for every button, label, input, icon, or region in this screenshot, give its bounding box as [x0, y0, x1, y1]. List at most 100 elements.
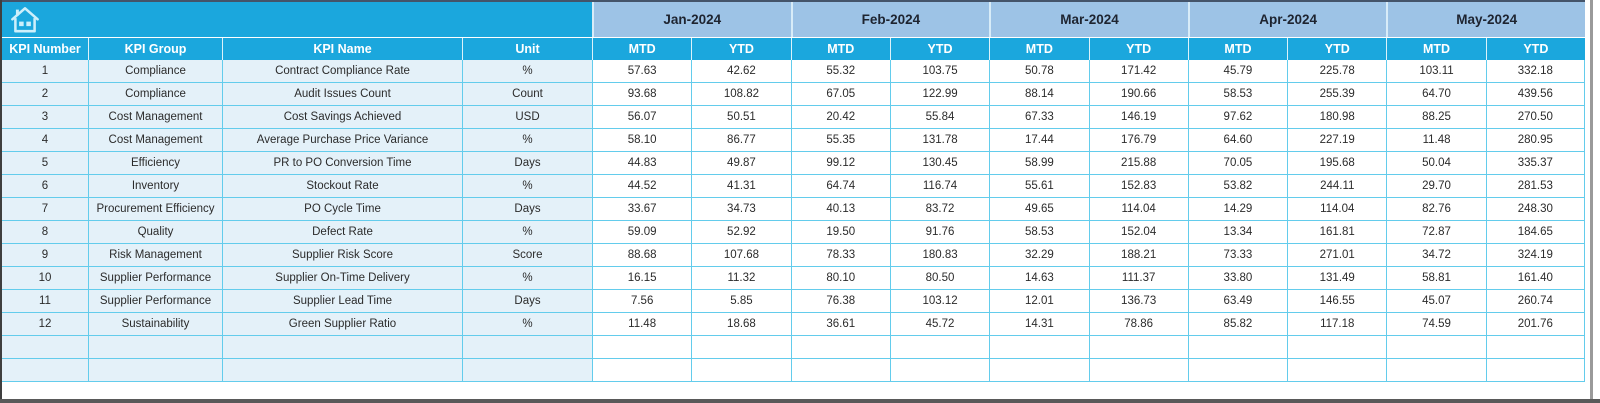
value-cell[interactable]: 88.14	[989, 83, 1089, 106]
column-header-apr-2024-ytd[interactable]: YTD	[1287, 38, 1387, 60]
kpi-group-cell[interactable]: Cost Management	[88, 106, 222, 129]
value-cell[interactable]: 225.78	[1287, 60, 1387, 83]
value-cell[interactable]: 50.51	[691, 106, 791, 129]
value-cell[interactable]: 58.99	[989, 152, 1089, 175]
month-header-apr-2024[interactable]: Apr-2024	[1187, 2, 1387, 37]
kpi-group-cell[interactable]: Compliance	[88, 60, 222, 83]
kpi-group-cell[interactable]	[88, 359, 222, 382]
value-cell[interactable]: 58.81	[1386, 267, 1486, 290]
value-cell[interactable]: 88.25	[1386, 106, 1486, 129]
unit-cell[interactable]: %	[462, 221, 592, 244]
value-cell[interactable]: 86.77	[691, 129, 791, 152]
value-cell[interactable]	[989, 359, 1089, 382]
kpi-number-cell[interactable]: 9	[2, 244, 88, 267]
value-cell[interactable]: 55.84	[889, 106, 990, 129]
column-header-apr-2024-mtd[interactable]: MTD	[1187, 38, 1288, 60]
value-cell[interactable]: 67.05	[790, 83, 890, 106]
value-cell[interactable]: 80.50	[889, 267, 990, 290]
unit-cell[interactable]: %	[462, 175, 592, 198]
value-cell[interactable]: 45.07	[1386, 290, 1486, 313]
value-cell[interactable]: 72.87	[1386, 221, 1486, 244]
value-cell[interactable]: 29.70	[1386, 175, 1486, 198]
value-cell[interactable]: 59.09	[592, 221, 692, 244]
value-cell[interactable]	[1287, 359, 1387, 382]
column-header-feb-2024-mtd[interactable]: MTD	[790, 38, 890, 60]
unit-cell[interactable]: USD	[462, 106, 592, 129]
value-cell[interactable]	[1287, 336, 1387, 359]
value-cell[interactable]: 42.62	[691, 60, 791, 83]
value-cell[interactable]: 332.18	[1485, 60, 1585, 83]
value-cell[interactable]: 34.72	[1386, 244, 1486, 267]
unit-cell[interactable]: Days	[462, 290, 592, 313]
kpi-name-cell[interactable]: Stockout Rate	[222, 175, 462, 198]
value-cell[interactable]: 152.83	[1088, 175, 1188, 198]
value-cell[interactable]: 190.66	[1088, 83, 1188, 106]
value-cell[interactable]	[989, 336, 1089, 359]
value-cell[interactable]: 32.29	[989, 244, 1089, 267]
value-cell[interactable]: 64.70	[1386, 83, 1486, 106]
kpi-number-cell[interactable]: 4	[2, 129, 88, 152]
column-header-may-2024-ytd[interactable]: YTD	[1485, 38, 1585, 60]
value-cell[interactable]: 114.04	[1088, 198, 1188, 221]
value-cell[interactable]: 70.05	[1187, 152, 1288, 175]
value-cell[interactable]: 227.19	[1287, 129, 1387, 152]
kpi-number-cell[interactable]: 5	[2, 152, 88, 175]
value-cell[interactable]: 80.10	[790, 267, 890, 290]
value-cell[interactable]: 17.44	[989, 129, 1089, 152]
kpi-number-cell[interactable]: 11	[2, 290, 88, 313]
kpi-number-cell[interactable]: 7	[2, 198, 88, 221]
value-cell[interactable]: 107.68	[691, 244, 791, 267]
column-header-mar-2024-ytd[interactable]: YTD	[1088, 38, 1188, 60]
value-cell[interactable]: 11.48	[1386, 129, 1486, 152]
value-cell[interactable]: 82.76	[1386, 198, 1486, 221]
value-cell[interactable]: 58.53	[1187, 83, 1288, 106]
value-cell[interactable]: 74.59	[1386, 313, 1486, 336]
column-header-mar-2024-mtd[interactable]: MTD	[989, 38, 1089, 60]
value-cell[interactable]: 161.40	[1485, 267, 1585, 290]
value-cell[interactable]: 50.04	[1386, 152, 1486, 175]
value-cell[interactable]: 195.68	[1287, 152, 1387, 175]
value-cell[interactable]: 45.79	[1187, 60, 1288, 83]
column-header-feb-2024-ytd[interactable]: YTD	[889, 38, 990, 60]
month-header-may-2024[interactable]: May-2024	[1386, 2, 1585, 37]
value-cell[interactable]: 88.68	[592, 244, 692, 267]
kpi-number-cell[interactable]: 2	[2, 83, 88, 106]
value-cell[interactable]: 103.11	[1386, 60, 1486, 83]
kpi-number-cell[interactable]: 12	[2, 313, 88, 336]
value-cell[interactable]: 5.85	[691, 290, 791, 313]
value-cell[interactable]: 91.76	[889, 221, 990, 244]
value-cell[interactable]: 45.72	[889, 313, 990, 336]
value-cell[interactable]: 171.42	[1088, 60, 1188, 83]
value-cell[interactable]: 67.33	[989, 106, 1089, 129]
value-cell[interactable]: 85.82	[1187, 313, 1288, 336]
value-cell[interactable]	[1187, 336, 1288, 359]
value-cell[interactable]: 122.99	[889, 83, 990, 106]
value-cell[interactable]: 11.48	[592, 313, 692, 336]
kpi-group-cell[interactable]: Efficiency	[88, 152, 222, 175]
kpi-group-cell[interactable]: Supplier Performance	[88, 290, 222, 313]
value-cell[interactable]: 103.75	[889, 60, 990, 83]
value-cell[interactable]: 244.11	[1287, 175, 1387, 198]
value-cell[interactable]	[1386, 336, 1486, 359]
value-cell[interactable]: 33.80	[1187, 267, 1288, 290]
kpi-name-cell[interactable]: Supplier Risk Score	[222, 244, 462, 267]
value-cell[interactable]: 131.49	[1287, 267, 1387, 290]
value-cell[interactable]: 50.78	[989, 60, 1089, 83]
corner-home-cell[interactable]	[2, 2, 592, 37]
unit-cell[interactable]: %	[462, 313, 592, 336]
column-header-jan-2024-mtd[interactable]: MTD	[592, 38, 692, 60]
kpi-number-cell[interactable]	[2, 359, 88, 382]
kpi-group-cell[interactable]: Inventory	[88, 175, 222, 198]
unit-cell[interactable]: Days	[462, 152, 592, 175]
month-header-mar-2024[interactable]: Mar-2024	[989, 2, 1188, 37]
value-cell[interactable]	[1485, 336, 1585, 359]
value-cell[interactable]: 40.13	[790, 198, 890, 221]
kpi-number-cell[interactable]	[2, 336, 88, 359]
value-cell[interactable]	[592, 359, 692, 382]
kpi-number-cell[interactable]: 6	[2, 175, 88, 198]
value-cell[interactable]	[1386, 359, 1486, 382]
value-cell[interactable]: 64.74	[790, 175, 890, 198]
kpi-number-cell[interactable]: 8	[2, 221, 88, 244]
value-cell[interactable]: 83.72	[889, 198, 990, 221]
value-cell[interactable]: 58.53	[989, 221, 1089, 244]
